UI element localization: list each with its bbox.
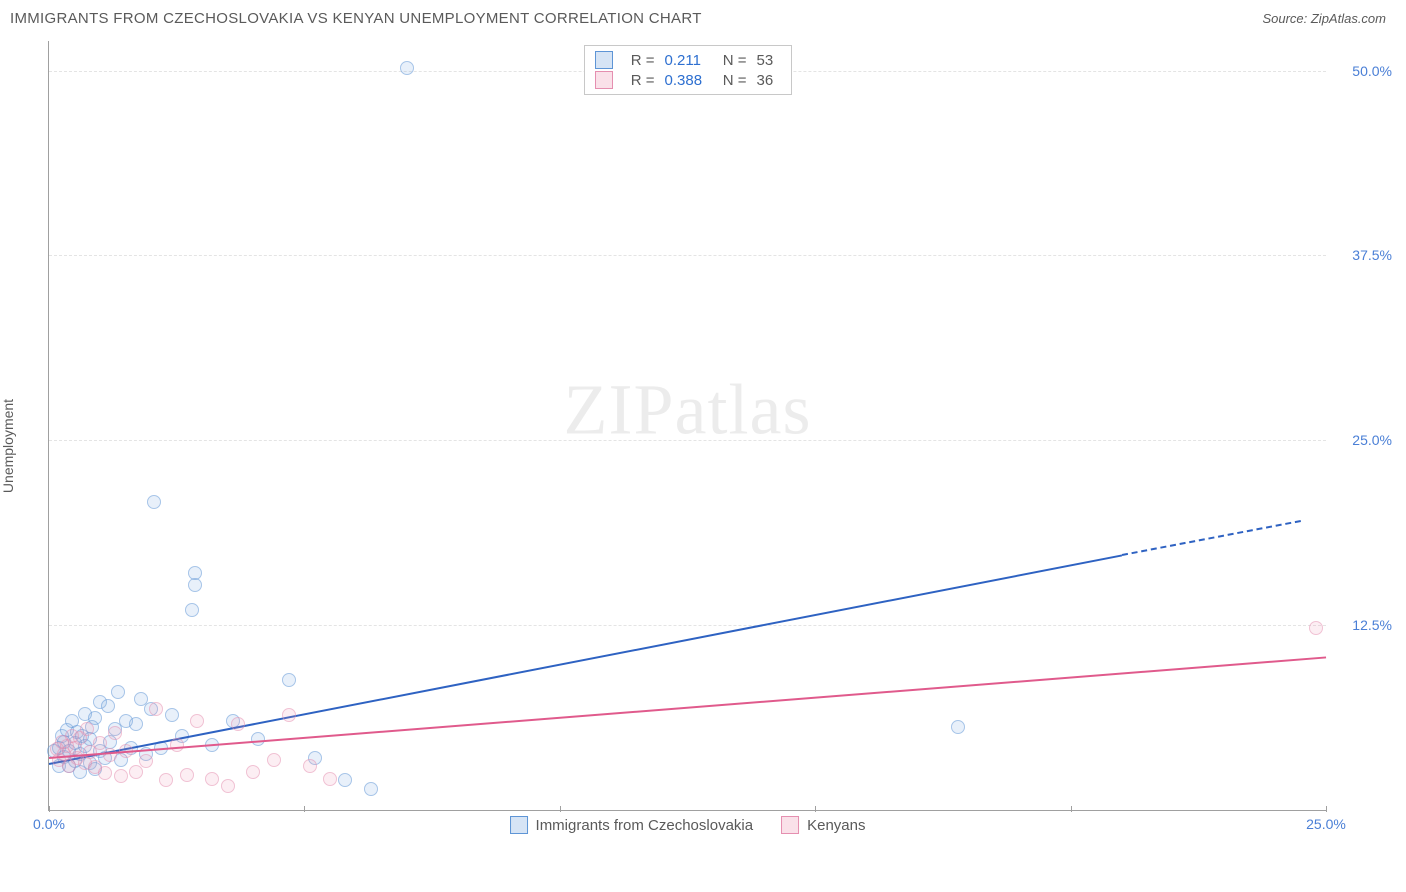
scatter-point-czech xyxy=(188,566,202,580)
scatter-point-kenyan xyxy=(139,754,153,768)
y-tick-label: 37.5% xyxy=(1334,247,1392,263)
scatter-point-kenyan xyxy=(98,766,112,780)
watermark-atlas: atlas xyxy=(675,370,812,450)
scatter-point-kenyan xyxy=(246,765,260,779)
source-prefix: Source: xyxy=(1262,11,1310,26)
x-tick xyxy=(1326,806,1327,812)
legend-n-value: 53 xyxy=(757,52,781,69)
x-tick xyxy=(815,806,816,812)
gridline-h xyxy=(49,625,1326,626)
x-tick-label: 0.0% xyxy=(33,816,65,832)
scatter-point-czech xyxy=(185,603,199,617)
legend-corr-row-kenyan: R = 0.388 N = 36 xyxy=(595,70,781,90)
legend-swatch xyxy=(595,51,613,69)
legend-r-label: R = xyxy=(623,52,655,69)
scatter-point-kenyan xyxy=(108,726,122,740)
chart-header: IMMIGRANTS FROM CZECHOSLOVAKIA VS KENYAN… xyxy=(0,0,1406,35)
scatter-point-kenyan xyxy=(80,722,94,736)
watermark-zip: ZIP xyxy=(564,370,675,450)
scatter-point-kenyan xyxy=(93,736,107,750)
legend-correlation: R = 0.211 N = 53 R = 0.388 N = 36 xyxy=(584,45,792,95)
scatter-point-czech xyxy=(129,717,143,731)
legend-n-label: N = xyxy=(719,72,747,89)
scatter-point-kenyan xyxy=(149,702,163,716)
scatter-point-czech xyxy=(338,773,352,787)
scatter-point-czech xyxy=(165,708,179,722)
x-tick xyxy=(49,806,50,812)
scatter-point-kenyan xyxy=(267,753,281,767)
scatter-point-kenyan xyxy=(221,779,235,793)
legend-series-label: Immigrants from Czechoslovakia xyxy=(536,817,754,834)
legend-swatch xyxy=(595,71,613,89)
legend-series-item-czech: Immigrants from Czechoslovakia xyxy=(510,816,754,834)
legend-series-label: Kenyans xyxy=(807,817,865,834)
scatter-point-kenyan xyxy=(103,748,117,762)
scatter-point-czech xyxy=(400,61,414,75)
x-tick xyxy=(560,806,561,812)
legend-r-value: 0.388 xyxy=(665,72,709,89)
plot-region: ZIPatlas R =0.211N =53R =0.388N =36 Immi… xyxy=(48,41,1326,811)
legend-r-value: 0.211 xyxy=(665,52,709,69)
scatter-point-kenyan xyxy=(159,773,173,787)
chart-title: IMMIGRANTS FROM CZECHOSLOVAKIA VS KENYAN… xyxy=(10,10,702,27)
legend-swatch xyxy=(510,816,528,834)
scatter-point-czech xyxy=(951,720,965,734)
gridline-h xyxy=(49,255,1326,256)
scatter-point-czech xyxy=(251,732,265,746)
source-name: ZipAtlas.com xyxy=(1311,11,1386,26)
scatter-point-czech xyxy=(147,495,161,509)
scatter-point-kenyan xyxy=(231,717,245,731)
legend-series-item-kenyan: Kenyans xyxy=(781,816,865,834)
scatter-point-kenyan xyxy=(1309,621,1323,635)
legend-n-value: 36 xyxy=(757,72,781,89)
legend-swatch xyxy=(781,816,799,834)
y-tick-label: 25.0% xyxy=(1334,432,1392,448)
source-attribution: Source: ZipAtlas.com xyxy=(1262,11,1386,26)
x-tick-label: 25.0% xyxy=(1306,816,1346,832)
scatter-point-kenyan xyxy=(180,768,194,782)
scatter-point-kenyan xyxy=(190,714,204,728)
scatter-point-kenyan xyxy=(114,769,128,783)
legend-n-label: N = xyxy=(719,52,747,69)
y-tick-label: 50.0% xyxy=(1334,63,1392,79)
scatter-point-czech xyxy=(282,673,296,687)
y-axis-label: Unemployment xyxy=(0,399,16,493)
scatter-point-czech xyxy=(101,699,115,713)
y-tick-label: 12.5% xyxy=(1334,617,1392,633)
scatter-point-kenyan xyxy=(205,772,219,786)
legend-corr-row-czech: R = 0.211 N = 53 xyxy=(595,50,781,70)
x-tick xyxy=(304,806,305,812)
scatter-point-kenyan xyxy=(170,738,184,752)
trend-line xyxy=(1121,520,1300,556)
scatter-point-czech xyxy=(111,685,125,699)
trend-line xyxy=(49,656,1326,759)
legend-r-label: R = xyxy=(623,72,655,89)
gridline-h xyxy=(49,440,1326,441)
scatter-point-kenyan xyxy=(282,708,296,722)
chart-area: ZIPatlas R = 0.211 N = 53 R = 0.388 N = 36 Immi… xyxy=(48,41,1396,831)
watermark: ZIPatlas xyxy=(564,369,812,452)
x-tick xyxy=(1071,806,1072,812)
scatter-point-czech xyxy=(364,782,378,796)
legend-series: Immigrants from Czechoslovakia Kenyans xyxy=(510,816,866,834)
scatter-point-kenyan xyxy=(303,759,317,773)
scatter-point-kenyan xyxy=(323,772,337,786)
